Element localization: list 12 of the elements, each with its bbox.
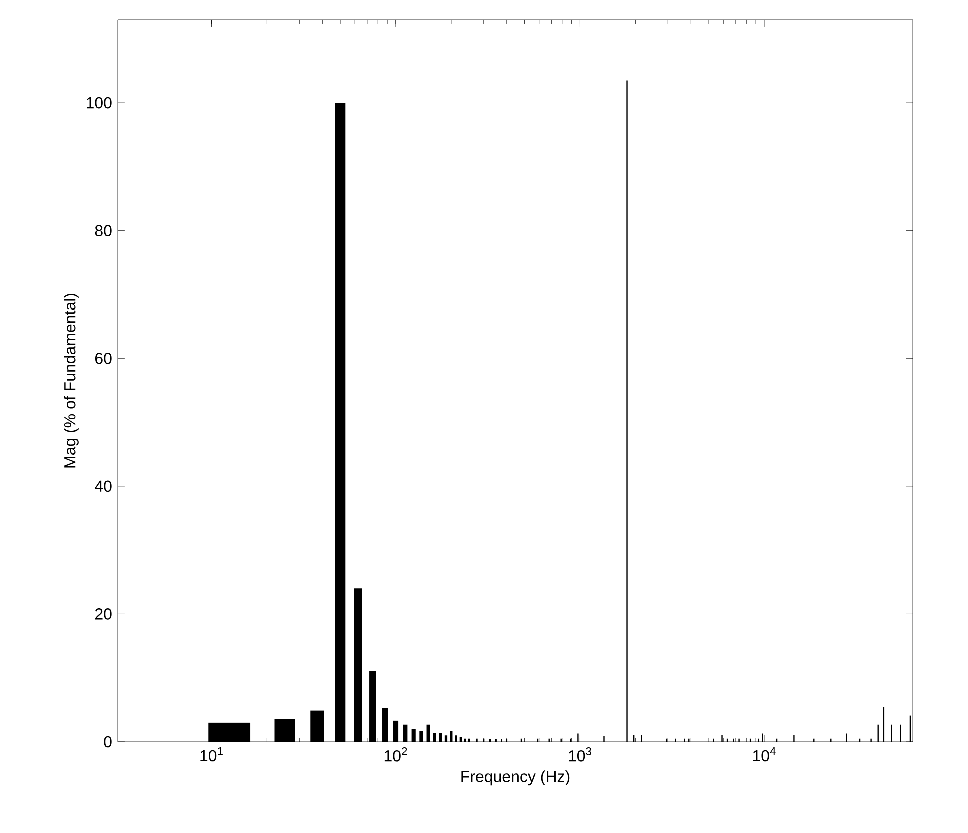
x-tick-label: 10$^{1}$ <box>200 748 223 762</box>
y-tick-label: 60 <box>95 352 112 364</box>
y-tick-label: 80 <box>95 225 112 237</box>
y-tick-label: 100 <box>87 97 112 109</box>
y-tick-label: 20 <box>95 608 112 620</box>
x-tick-label: 10$^{2}$ <box>384 748 408 762</box>
y-tick-label: 40 <box>95 480 112 492</box>
x-tick-label: 10$^{3}$ <box>569 748 592 762</box>
y-axis-title: Mag (% of Fundamental) <box>64 294 79 468</box>
y-tick-label: 0 <box>104 736 112 748</box>
x-tick-label: 10$^{4}$ <box>753 748 776 762</box>
x-axis-title: Frequency (Hz) <box>462 770 570 786</box>
